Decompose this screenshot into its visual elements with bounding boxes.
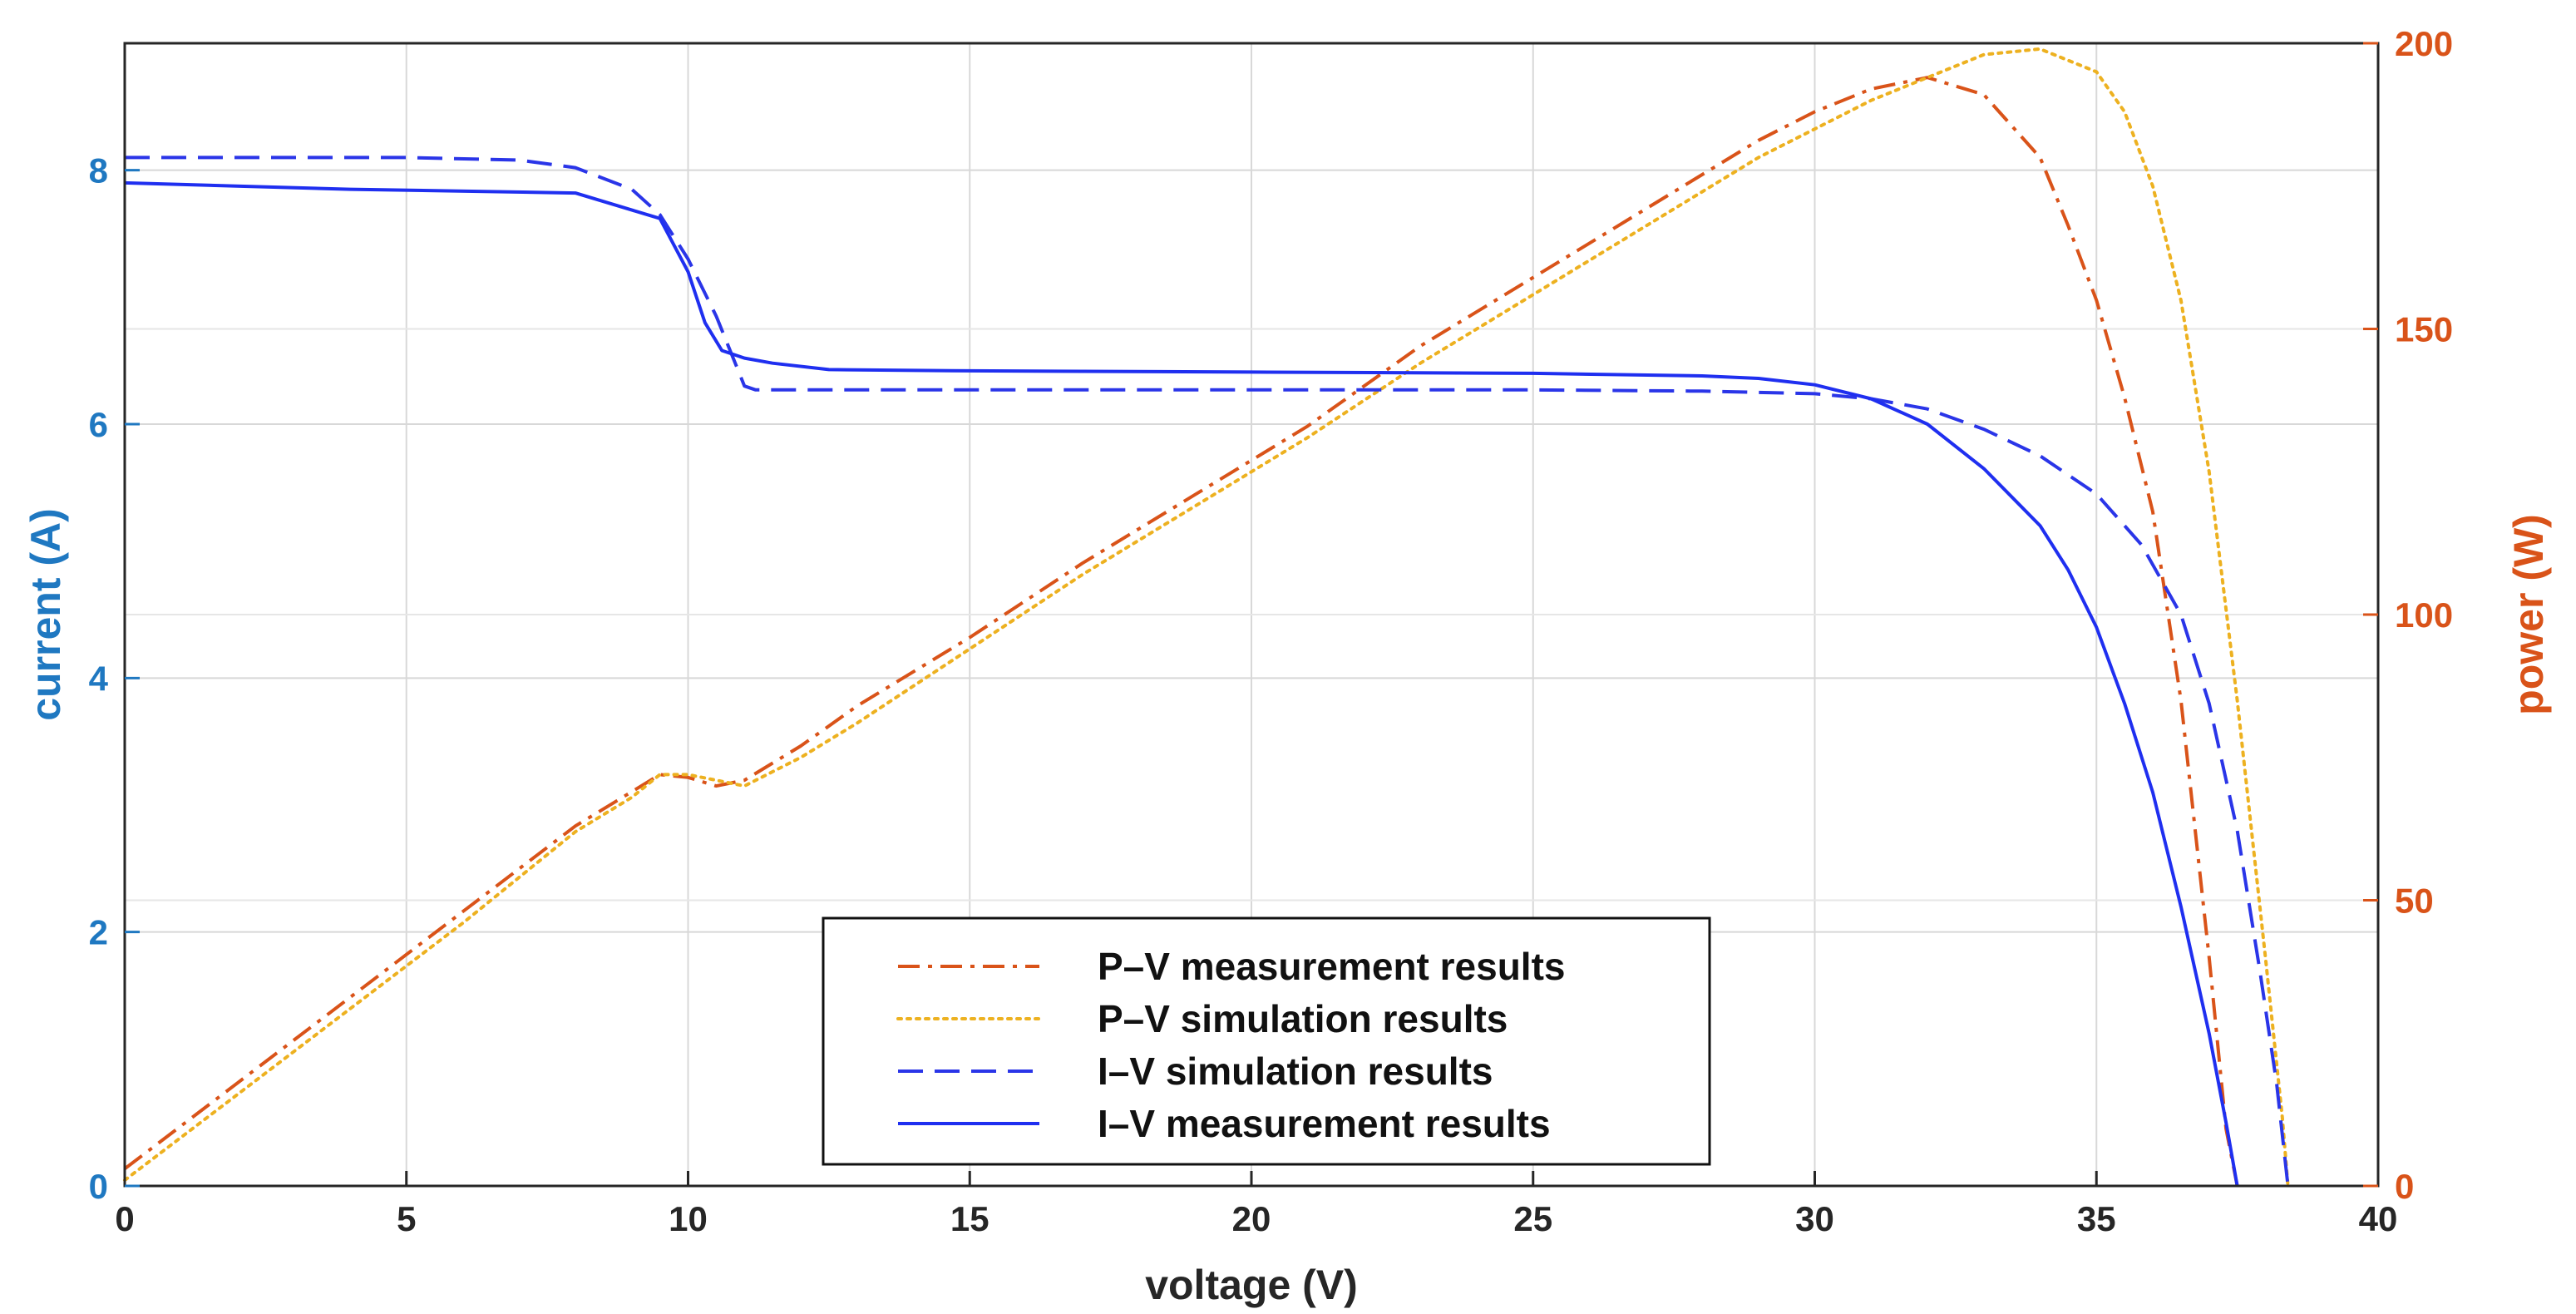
y-left-tick-label: 4 — [89, 659, 109, 698]
y-left-tick-label: 0 — [89, 1167, 108, 1206]
y-right-tick-label: 150 — [2395, 310, 2453, 349]
y-axis-left-label: current (A) — [22, 508, 69, 721]
legend-label: P–V measurement results — [1098, 945, 1566, 988]
series-p-v-simulation-results — [123, 47, 2290, 1188]
y-right-tick-label: 100 — [2395, 595, 2453, 635]
x-tick-label: 25 — [1513, 1199, 1552, 1238]
legend-items: P–V measurement results P–V simulation re… — [896, 945, 1566, 1145]
x-tick-label: 5 — [397, 1199, 416, 1238]
series-p-v-measurement-results — [123, 76, 2239, 1187]
x-tick-label: 10 — [669, 1199, 708, 1238]
y-left-tick-label: 8 — [89, 151, 108, 190]
x-axis-label: voltage (V) — [1145, 1262, 1358, 1308]
x-tick-label: 30 — [1795, 1199, 1834, 1238]
y-left-tick-label: 6 — [89, 405, 108, 444]
x-tick-label: 40 — [2359, 1199, 2398, 1238]
legend: P–V measurement results P–V simulation re… — [822, 916, 1711, 1166]
y-right-tick-label: 50 — [2395, 882, 2434, 921]
x-tick-label: 20 — [1232, 1199, 1271, 1238]
y-axis-right-label: power (W) — [2505, 514, 2552, 715]
series-i-v-simulation-results — [125, 156, 2290, 1187]
legend-label: I–V simulation results — [1098, 1050, 1493, 1093]
y-left-tick-label: 2 — [89, 913, 108, 952]
y-right-tick-label: 200 — [2395, 24, 2453, 63]
x-tick-label: 0 — [115, 1199, 134, 1238]
series-layer — [123, 47, 2290, 1188]
x-tick-label: 35 — [2077, 1199, 2116, 1238]
legend-label: I–V measurement results — [1098, 1102, 1551, 1145]
series-i-v-measurement-results — [124, 180, 2239, 1187]
legend-label: P–V simulation results — [1098, 997, 1508, 1040]
x-tick-label: 15 — [950, 1199, 989, 1238]
y-right-tick-label: 0 — [2395, 1167, 2414, 1206]
